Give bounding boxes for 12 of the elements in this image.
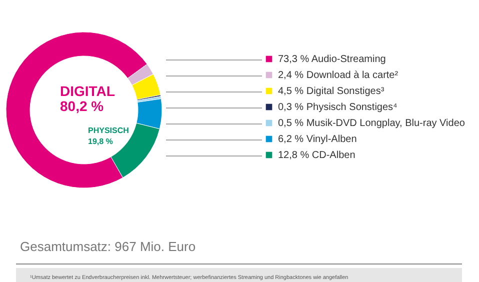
legend-label: 0,5 % Musik-DVD Longplay, Blu-ray Video	[278, 118, 466, 129]
legend-label: 4,5 % Digital Sonstiges³	[278, 86, 385, 97]
legend-label: 6,2 % Vinyl-Alben	[278, 134, 357, 145]
text: PHYSISCH	[88, 126, 130, 135]
legend-label: 0,3 % Physisch Sonstiges⁴	[278, 102, 398, 113]
text: 19,8 %	[88, 137, 113, 146]
text: DIGITAL	[60, 83, 116, 99]
legend-label: 2,4 % Download à la carte²	[278, 70, 399, 81]
text: Gesamtumsatz: 967 Mio. Euro	[20, 239, 196, 254]
legend-label: 12,8 % CD-Alben	[278, 150, 356, 161]
legend-label: 73,3 % Audio-Streaming	[278, 54, 386, 65]
text: 80,2 %	[60, 98, 104, 114]
